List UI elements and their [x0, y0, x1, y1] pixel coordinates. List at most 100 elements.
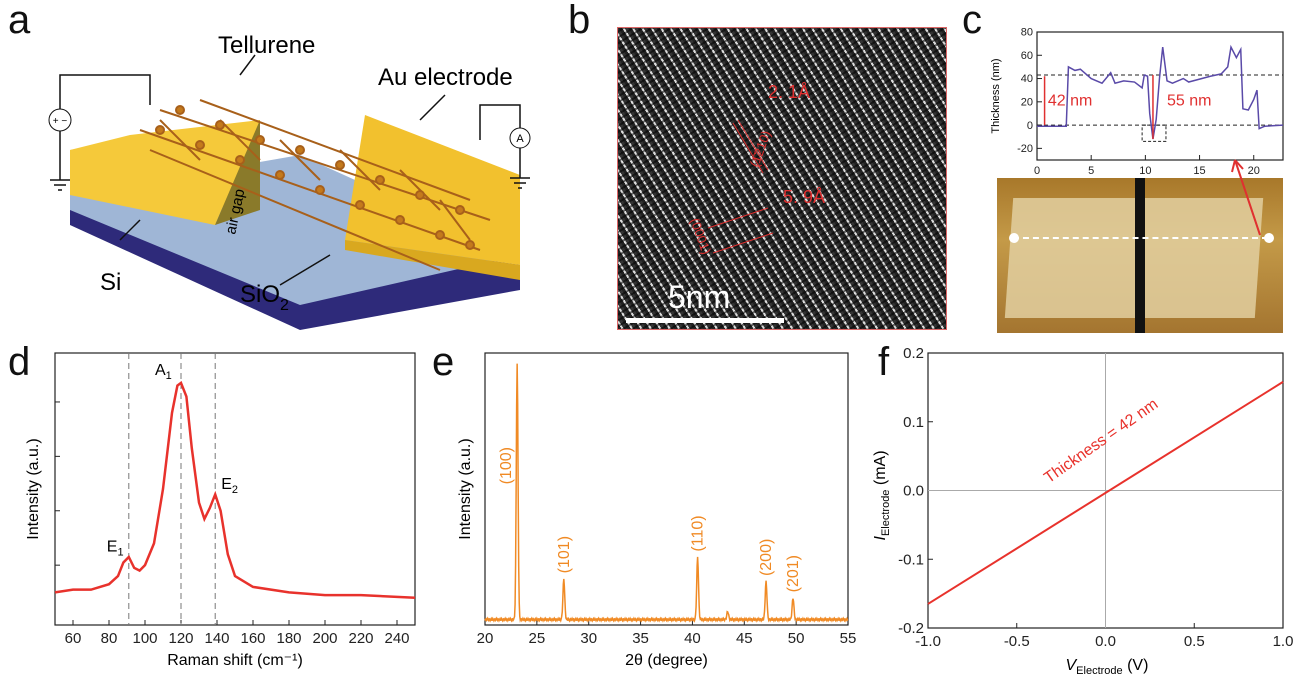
circuit-wires [50, 74, 530, 191]
left-electrode-top [70, 120, 260, 225]
y-tick-label: 20 [1021, 96, 1033, 108]
y-tick-label: -0.1 [898, 551, 924, 568]
voltage-source-symbol: + − [53, 116, 68, 127]
x-tick-label: 120 [168, 630, 193, 647]
x-tick-label: 15 [1193, 165, 1205, 177]
x-tick-label: 20 [477, 630, 494, 647]
x-tick-label: 10 [1139, 165, 1151, 177]
spacing-label-2: 5. 9Å [783, 187, 825, 207]
x-tick-label: 140 [204, 630, 229, 647]
scan-start-dot [1009, 233, 1019, 243]
peak-label: (101) [556, 536, 573, 573]
x-tick-label: 0.0 [1095, 633, 1116, 650]
plot-frame [1036, 31, 1284, 161]
scale-bar-label: 5nm [668, 279, 730, 315]
panel-label-e: e [432, 340, 455, 384]
tellurene-lattice [139, 99, 491, 271]
voltage-source-icon [48, 108, 72, 132]
scan-arrow [1231, 159, 1261, 236]
x-tick-label: -0.5 [1004, 633, 1030, 650]
y-tick-label: -20 [1017, 143, 1033, 155]
x-tick-label: 180 [276, 630, 301, 647]
electrode-gap [1135, 178, 1145, 333]
y-tick-label: 40 [1021, 73, 1033, 85]
scan-end-dot [1264, 233, 1274, 243]
x-tick-label: 50 [788, 630, 805, 647]
panel-label-c: c [962, 0, 982, 42]
x-tick-label: 40 [684, 630, 701, 647]
x-tick-label: 5 [1088, 165, 1094, 177]
y-axis-label: IElectrode (mA) [872, 450, 892, 540]
x-tick-label: 60 [65, 630, 82, 647]
device-schematic: + − A Tellurene Au electrode air gap Si … [48, 32, 531, 330]
x-tick-label: 0 [1034, 165, 1040, 177]
iv-chart: -1.0 -0.5 0.0 0.5 1.0 -0.2 -0.1 0.0 0.1 0.2 Thickn… [872, 345, 1294, 677]
y-tick-label: 80 [1021, 27, 1033, 39]
data-line [54, 380, 416, 600]
plane-label-1: (1̄210) [747, 129, 774, 169]
plane-label-2: (0001) [687, 216, 714, 256]
y-tick-label: 0.0 [903, 483, 924, 500]
ammeter-icon [509, 127, 531, 149]
afm-image [997, 178, 1283, 333]
lattice-spacing-marks [707, 119, 774, 254]
data-line [484, 363, 849, 623]
x-tick-label: 30 [580, 630, 597, 647]
x-tick-label: 45 [736, 630, 753, 647]
peak-label: E2 [221, 476, 238, 496]
x-tick-label: 160 [240, 630, 265, 647]
x-tick-label: 0.5 [1184, 633, 1205, 650]
raman-chart: 60 80 100 120 140 160 180 200 220 240 E1 A1 E2 Raman … [25, 352, 416, 669]
peak-label: (110) [690, 515, 707, 551]
x-tick-label: 200 [312, 630, 337, 647]
peak-label: A1 [155, 362, 172, 382]
ammeter-symbol: A [516, 133, 524, 145]
data-line [1037, 44, 1284, 140]
air-gap-wall [215, 120, 260, 225]
scale-bar [626, 318, 784, 323]
x-tick-label: 80 [101, 630, 118, 647]
right-electrode-side [345, 240, 520, 280]
y-tick-label: 0 [1027, 120, 1033, 132]
x-tick-label: 1.0 [1273, 633, 1294, 650]
y-axis-label: Intensity (a.u.) [457, 438, 474, 539]
label-arrows [119, 54, 446, 286]
y-tick-label: 0.2 [903, 345, 924, 362]
right-electrode [345, 115, 520, 265]
zoom-box [1141, 124, 1167, 142]
spacing-label-1: 2. 1Å [768, 82, 810, 102]
x-axis-label: VElectrode (V) [1066, 657, 1149, 677]
peak-label: E1 [107, 539, 124, 559]
xrd-chart: 20 25 30 35 40 45 50 55 (100) (101) (110) (200) (201… [457, 352, 857, 669]
x-tick-label: 35 [632, 630, 649, 647]
y-axis-label: Thickness (nm) [990, 58, 1002, 133]
x-tick-label: 100 [132, 630, 157, 647]
au-electrode-label: Au electrode [378, 64, 513, 91]
si-label: Si [100, 269, 121, 296]
peak-label: (100) [498, 447, 515, 484]
panel-label-b: b [568, 0, 591, 42]
y-tick-label: -0.2 [898, 620, 924, 637]
tellurene-label: Tellurene [218, 32, 315, 59]
annotation-55nm: 55 nm [1167, 92, 1211, 109]
plot-frame [54, 352, 416, 626]
peak-label: (200) [758, 539, 775, 576]
x-axis-label: 2θ (degree) [625, 652, 708, 669]
tem-image: 2. 1Å (1̄210) 5. 9Å (0001) 5nm [617, 27, 947, 330]
y-axis-label: Intensity (a.u.) [25, 438, 42, 539]
x-tick-label: 240 [384, 630, 409, 647]
scan-line [1013, 237, 1268, 239]
x-tick-label: 55 [840, 630, 857, 647]
x-tick-label: 20 [1248, 165, 1260, 177]
sio2-label: SiO2 [240, 281, 289, 314]
panel-label-d: d [8, 340, 31, 384]
thickness-annotation: Thickness = 42 nm [1041, 396, 1161, 487]
x-tick-label: 220 [348, 630, 373, 647]
peak-label: (201) [785, 555, 802, 592]
panel-label-f: f [878, 340, 890, 384]
x-tick-label: -1.0 [915, 633, 941, 650]
x-tick-label: 25 [529, 630, 546, 647]
annotation-42nm: 42 nm [1048, 92, 1092, 109]
y-tick-label: 60 [1021, 50, 1033, 62]
plot-frame [484, 352, 849, 626]
